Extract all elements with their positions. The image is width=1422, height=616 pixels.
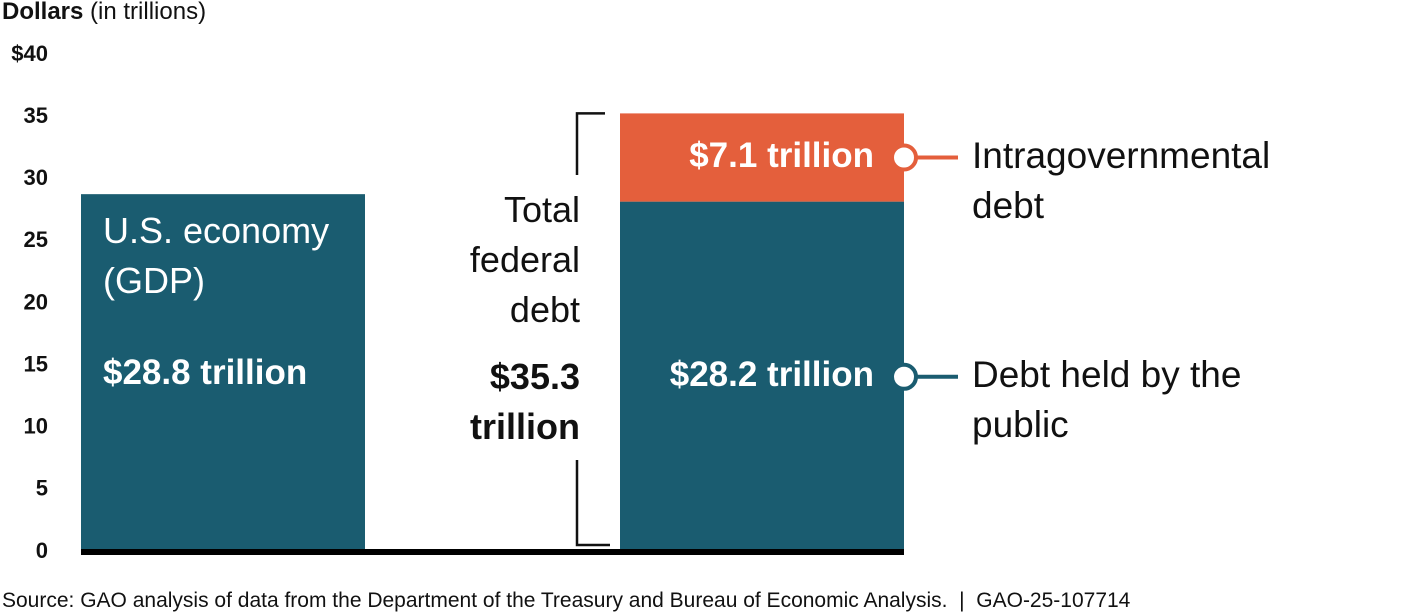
y-tick-label: 15 — [24, 351, 48, 376]
total-bracket — [575, 112, 610, 547]
y-axis-title-block: Dollars (in trillions) — [2, 0, 206, 32]
bar-segment — [620, 113, 904, 202]
y-tick-label: 35 — [24, 103, 48, 128]
y-axis-title: Dollars — [2, 0, 84, 25]
legend-label: Debt held by the public — [972, 353, 1242, 445]
total-value-label: $35.3 trillion — [470, 356, 580, 447]
y-tick-label: 30 — [24, 165, 48, 190]
value-label: $28.8 trillion — [103, 353, 308, 393]
leader-dot — [890, 143, 918, 172]
y-tick-label: 20 — [24, 289, 48, 314]
y-tick-label: $40 — [11, 41, 48, 66]
y-axis-unit: (in trillions) — [90, 0, 207, 25]
y-tick-label: 10 — [24, 414, 48, 439]
y-tick-label: 25 — [24, 227, 48, 252]
value-label: $7.1 trillion — [689, 135, 874, 175]
bar-name-label: U.S. economy (GDP) — [103, 210, 330, 302]
leader-dot — [890, 362, 918, 391]
total-label: Total federal debt — [469, 189, 580, 330]
y-tick-label: 5 — [36, 476, 48, 501]
y-tick-label: 0 — [36, 538, 48, 563]
bar-segment — [620, 201, 904, 553]
value-label: $28.2 trillion — [669, 354, 874, 394]
bar-segment — [81, 194, 365, 552]
source-note: Source: GAO analysis of data from the De… — [2, 589, 1131, 612]
legend-label: Intragovernmental debt — [972, 134, 1271, 226]
